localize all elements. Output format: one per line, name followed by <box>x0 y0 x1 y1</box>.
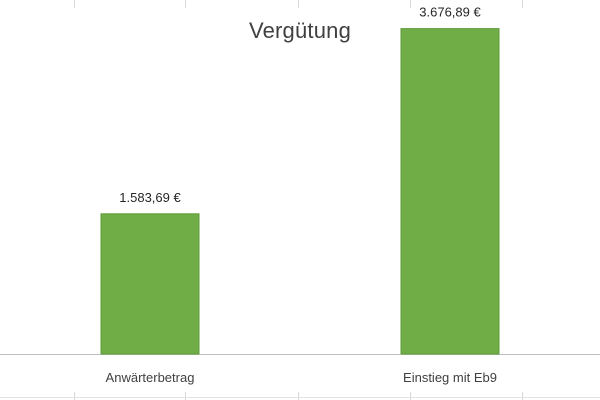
sheet-cell-border <box>74 0 75 8</box>
sheet-cell-border <box>522 0 523 8</box>
bar-anw-rterbetrag <box>100 213 200 355</box>
sheet-cell-border <box>410 392 411 400</box>
data-label: 3.676,89 € <box>419 5 481 20</box>
sheet-row-border <box>0 397 600 398</box>
data-label: 1.583,69 € <box>119 190 181 205</box>
sheet-cell-border <box>298 392 299 400</box>
bar-einstieg-mit-eb9 <box>400 28 500 355</box>
sheet-cell-border <box>410 0 411 8</box>
category-label: Einstieg mit Eb9 <box>403 370 497 385</box>
sheet-cell-border <box>522 392 523 400</box>
sheet-cell-border <box>185 0 186 8</box>
chart-title: Vergütung <box>248 18 352 43</box>
sheet-cell-border <box>185 392 186 400</box>
sheet-cell-border <box>74 392 75 400</box>
category-label: Anwärterbetrag <box>106 370 195 385</box>
sheet-cell-border <box>298 0 299 8</box>
